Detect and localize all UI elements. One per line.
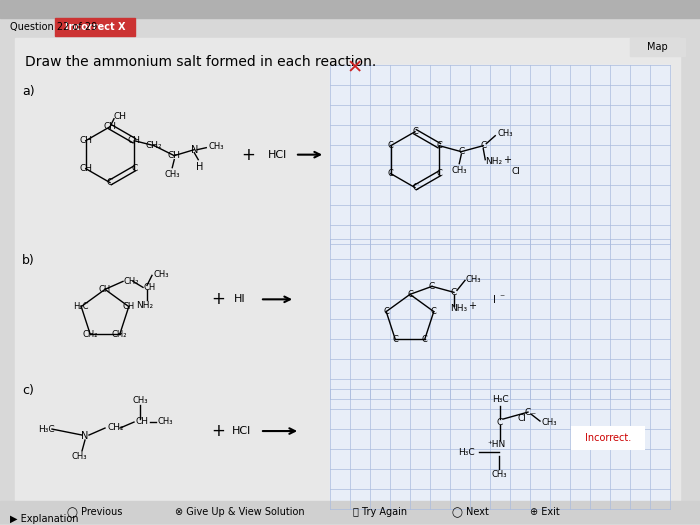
- Bar: [630, 38, 685, 56]
- Text: C: C: [497, 417, 503, 427]
- Text: CH₂: CH₂: [146, 141, 162, 150]
- Text: N: N: [190, 145, 198, 155]
- Text: b): b): [22, 255, 35, 267]
- Bar: [572, 427, 644, 449]
- Text: C: C: [393, 335, 398, 344]
- Text: CH₃: CH₃: [132, 396, 148, 405]
- Text: Incorrect X: Incorrect X: [64, 22, 125, 32]
- Text: CH: CH: [143, 283, 155, 292]
- Text: CH: CH: [127, 136, 141, 145]
- Text: H₃C: H₃C: [491, 395, 508, 404]
- Text: C: C: [480, 141, 486, 150]
- Text: C: C: [458, 147, 464, 156]
- Text: +: +: [211, 290, 225, 308]
- Text: C: C: [436, 141, 442, 150]
- Text: 🌿 Try Again: 🌿 Try Again: [353, 507, 407, 517]
- Text: CH₃: CH₃: [153, 270, 169, 279]
- Text: CH: CH: [79, 164, 92, 173]
- Text: c): c): [22, 384, 34, 397]
- Text: C: C: [384, 307, 389, 316]
- Text: CH₃: CH₃: [208, 142, 224, 151]
- Text: Cl: Cl: [518, 414, 527, 423]
- Text: a): a): [22, 85, 34, 98]
- Text: C: C: [107, 178, 113, 187]
- Text: NH₃: NH₃: [450, 304, 467, 313]
- Text: ⁻: ⁻: [499, 293, 504, 303]
- Text: NH₂: NH₂: [136, 301, 153, 310]
- Text: ⁻: ⁻: [530, 411, 535, 421]
- Text: +: +: [503, 155, 511, 165]
- Text: CH₂: CH₂: [107, 423, 124, 432]
- Bar: [330, 389, 670, 509]
- Text: CH: CH: [104, 122, 116, 131]
- Text: CH₃: CH₃: [491, 470, 507, 479]
- Text: CH₃: CH₃: [542, 417, 557, 427]
- Text: ⊕ Exit: ⊕ Exit: [530, 507, 560, 517]
- Text: CH: CH: [168, 151, 181, 160]
- Text: ◯ Previous: ◯ Previous: [67, 507, 122, 517]
- Text: I: I: [493, 296, 496, 306]
- Text: Question 22 of 29: Question 22 of 29: [10, 22, 97, 32]
- Text: H₂C: H₂C: [74, 302, 89, 311]
- Text: C: C: [436, 169, 442, 178]
- Text: CH: CH: [122, 302, 135, 311]
- Bar: [0, 0, 700, 18]
- Text: C: C: [407, 290, 413, 299]
- Bar: [0, 509, 140, 524]
- Text: C: C: [388, 141, 393, 150]
- Text: Map: Map: [647, 42, 667, 52]
- Text: C: C: [131, 164, 137, 173]
- Text: CH₂: CH₂: [112, 330, 127, 339]
- Text: NH₂: NH₂: [485, 157, 503, 166]
- Bar: [0, 501, 700, 524]
- Text: HCl: HCl: [232, 426, 251, 436]
- Text: HCl: HCl: [268, 150, 287, 160]
- Text: ✕: ✕: [346, 58, 363, 77]
- Text: H: H: [195, 162, 203, 172]
- Bar: [55, 18, 135, 36]
- Text: CH₃: CH₃: [497, 129, 512, 138]
- Text: C: C: [412, 127, 418, 136]
- Text: C: C: [430, 307, 437, 316]
- Bar: [330, 239, 670, 399]
- Text: HI: HI: [234, 295, 246, 304]
- Text: ⊗ Give Up & View Solution: ⊗ Give Up & View Solution: [175, 507, 304, 517]
- Text: C: C: [525, 407, 531, 417]
- Text: CH₂: CH₂: [123, 277, 139, 286]
- Text: ⁺HN: ⁺HN: [488, 440, 506, 449]
- Text: CH₂: CH₂: [83, 330, 98, 339]
- Text: +: +: [241, 145, 255, 164]
- Text: N: N: [81, 431, 89, 441]
- Bar: [330, 65, 670, 249]
- Text: C: C: [429, 282, 435, 291]
- Text: C: C: [412, 183, 418, 192]
- Text: C: C: [422, 335, 428, 344]
- Text: H₃C: H₃C: [458, 447, 475, 457]
- Text: CH: CH: [136, 416, 149, 426]
- Text: CH₃: CH₃: [466, 275, 482, 284]
- Text: CH₃: CH₃: [164, 170, 180, 179]
- Text: +: +: [211, 422, 225, 440]
- Text: CH: CH: [79, 136, 92, 145]
- Text: Cl: Cl: [511, 167, 520, 176]
- Text: CH₃: CH₃: [158, 416, 174, 426]
- Text: Draw the ammonium salt formed in each reaction.: Draw the ammonium salt formed in each re…: [25, 55, 377, 69]
- Text: ◯ Next: ◯ Next: [452, 507, 489, 517]
- Text: CH₃: CH₃: [71, 452, 87, 461]
- Text: C: C: [388, 169, 393, 178]
- Text: +: +: [468, 301, 476, 311]
- Bar: [15, 38, 680, 507]
- Text: ▶ Explanation: ▶ Explanation: [10, 514, 78, 524]
- Text: Incorrect.: Incorrect.: [585, 433, 631, 443]
- Text: CH: CH: [99, 285, 111, 294]
- Text: C: C: [451, 288, 457, 297]
- Text: CH₃: CH₃: [452, 165, 467, 175]
- Text: CH: CH: [114, 112, 127, 121]
- Text: H₃C: H₃C: [38, 425, 55, 434]
